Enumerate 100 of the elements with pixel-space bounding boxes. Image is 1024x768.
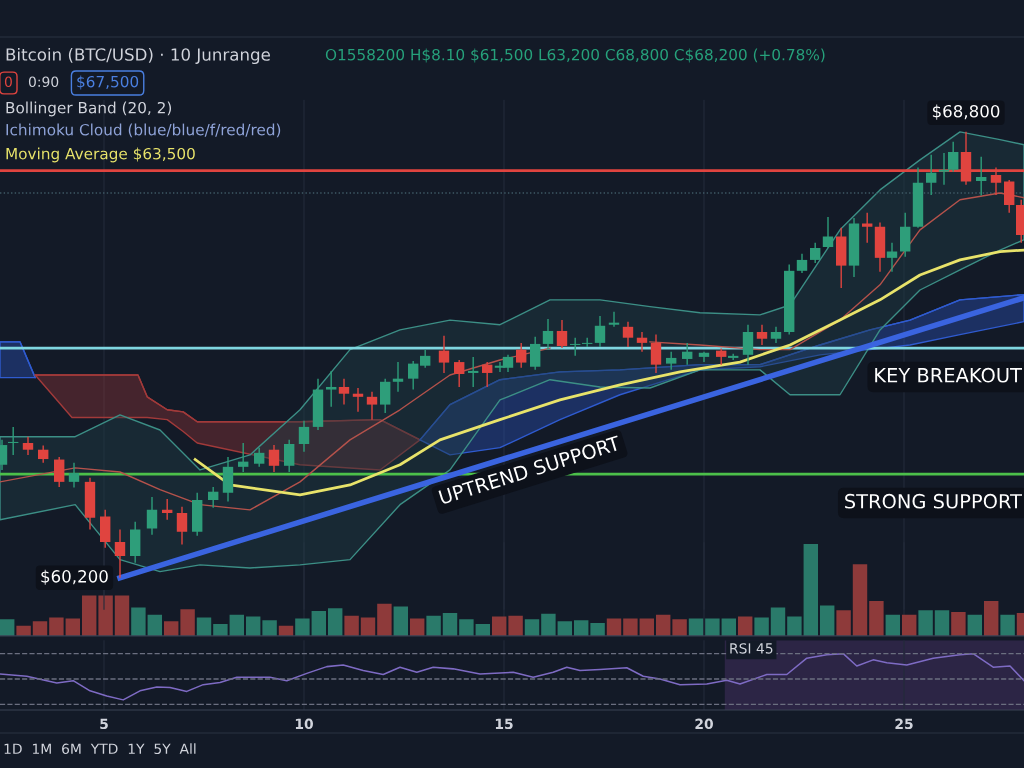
candlestick <box>298 419 310 453</box>
bar <box>344 615 359 636</box>
candlestick <box>146 496 158 536</box>
bar <box>32 621 48 636</box>
annotation: Moving Average $63,500 <box>6 147 195 163</box>
bar <box>819 605 835 636</box>
annotation: $68,800 <box>932 104 1000 120</box>
bar <box>737 616 753 636</box>
candlestick <box>650 333 662 374</box>
candlestick <box>862 212 873 244</box>
text: 0:90 <box>28 76 59 88</box>
bar <box>639 618 655 636</box>
text: Bitcoin (BTC/USD) · 10 Junrange <box>6 47 270 65</box>
bar <box>163 621 179 636</box>
bar <box>672 619 687 636</box>
bar <box>606 618 622 636</box>
bar <box>508 615 523 636</box>
bar <box>491 616 507 636</box>
bar <box>524 619 540 636</box>
bar <box>442 612 458 636</box>
x-tick-label: 15 <box>495 718 513 730</box>
bar <box>311 611 327 636</box>
bar <box>229 614 245 636</box>
bar <box>590 623 605 636</box>
bar <box>721 618 737 636</box>
bar <box>49 617 64 636</box>
text: 1D 1M 6M YTD 1Y 5Y All <box>4 743 196 755</box>
candlestick <box>326 370 337 408</box>
bar <box>81 595 97 636</box>
candlestick <box>408 360 419 391</box>
candlestick <box>608 311 620 328</box>
candlestick <box>1004 179 1015 214</box>
bar <box>459 619 474 636</box>
x-tick-label: 20 <box>695 718 713 730</box>
ref-line-label: STRONG SUPPORT <box>845 493 1023 509</box>
candlestick <box>594 315 606 348</box>
bar <box>655 614 671 636</box>
candlestick <box>622 320 634 348</box>
candlestick <box>366 390 378 421</box>
bar <box>852 564 868 636</box>
bar <box>213 623 228 636</box>
candlestick <box>570 337 581 357</box>
bar <box>934 610 950 636</box>
bar <box>409 618 425 636</box>
bar <box>196 617 212 636</box>
bar <box>360 617 376 636</box>
bar <box>377 603 392 636</box>
ref-line-label: KEY BREAKOUT <box>875 367 1023 383</box>
candlestick <box>352 387 364 413</box>
candlestick <box>556 319 568 349</box>
bar <box>901 614 917 636</box>
candlestick <box>454 359 465 388</box>
bar <box>688 618 704 636</box>
x-tick-label: 5 <box>100 718 108 730</box>
bar <box>770 607 786 636</box>
bar <box>885 614 901 636</box>
bar <box>295 618 310 636</box>
candlestick <box>238 442 249 473</box>
bar <box>393 606 409 636</box>
candlestick <box>380 377 391 414</box>
annotation: Ichimoku Cloud (blue/blue/f/red/red) <box>6 123 281 138</box>
text: O1558200 H$8.10 $61,500 L63,200 C68,800 C$68,200 (+0.78%) <box>325 48 825 63</box>
candlestick <box>682 342 693 366</box>
candlestick <box>796 253 808 274</box>
bar <box>245 616 261 636</box>
candlestick <box>810 242 821 264</box>
bar <box>557 621 573 636</box>
bar <box>787 616 802 636</box>
bar <box>983 601 999 636</box>
bar <box>426 615 441 636</box>
bar <box>573 620 589 636</box>
candlestick <box>542 318 554 351</box>
bar <box>147 614 163 636</box>
candlestick <box>176 506 188 546</box>
candlestick <box>392 361 404 393</box>
candlestick <box>516 342 527 369</box>
candlestick <box>756 324 768 346</box>
candlestick <box>438 334 450 374</box>
candlestick <box>22 436 34 456</box>
candlestick <box>208 486 219 509</box>
text: 0 <box>4 76 12 88</box>
bar <box>131 607 146 636</box>
candlestick <box>482 361 493 388</box>
candlestick <box>68 461 80 489</box>
bar <box>803 544 819 636</box>
bar <box>541 613 556 636</box>
candlestick <box>976 156 987 197</box>
bar <box>262 620 277 636</box>
candlestick <box>114 528 126 579</box>
bar <box>705 618 720 636</box>
candlestick <box>886 242 898 273</box>
candlestick <box>636 331 648 353</box>
annotation: $60,200 <box>41 569 108 585</box>
x-tick-label: 25 <box>895 718 913 730</box>
bar <box>836 610 851 636</box>
candlestick <box>162 498 173 521</box>
candlestick <box>822 216 834 249</box>
bar <box>967 614 983 636</box>
bar <box>623 618 638 636</box>
bar <box>65 618 81 636</box>
